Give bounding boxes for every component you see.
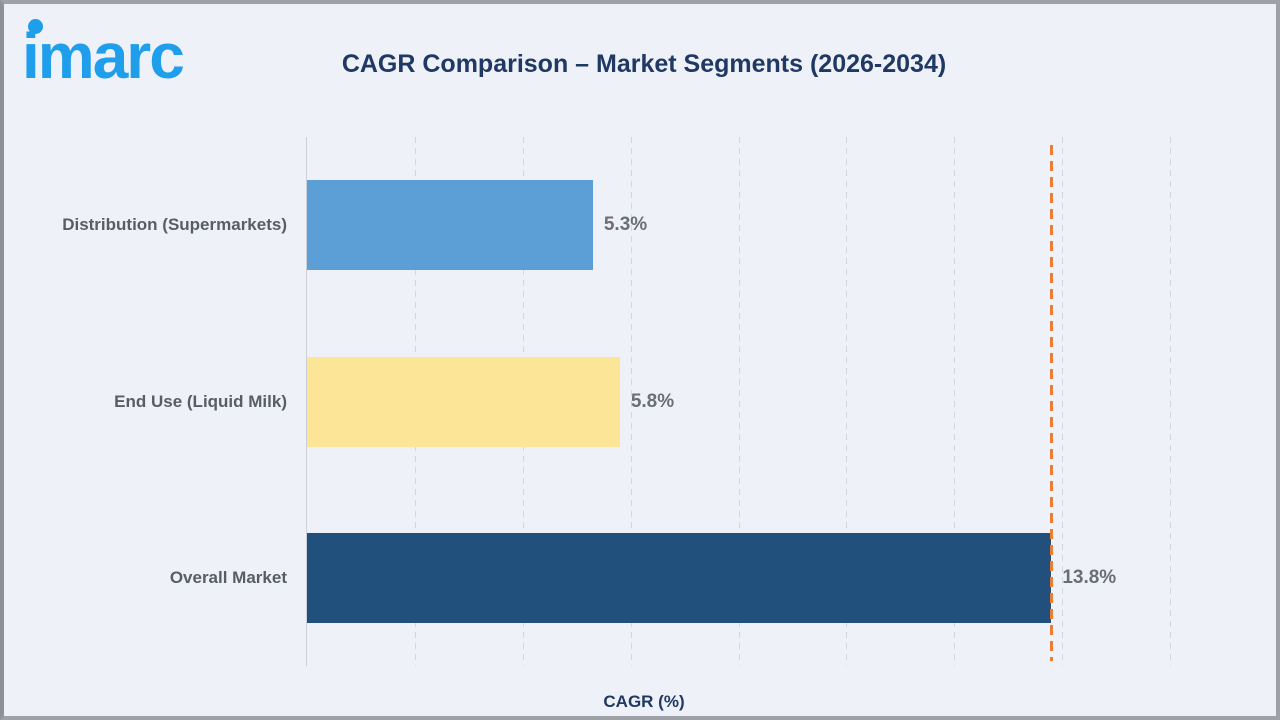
value-label: 13.8% bbox=[1062, 566, 1117, 588]
x-axis-title: CAGR (%) bbox=[603, 692, 685, 711]
gridline bbox=[1062, 137, 1064, 666]
value-label: 5.3% bbox=[603, 214, 648, 236]
chart-title: CAGR Comparison – Market Segments (2026-… bbox=[341, 50, 947, 78]
bar bbox=[307, 356, 620, 447]
gridline bbox=[738, 137, 740, 666]
category-axis: Distribution (Supermarkets) End Use (Liqu… bbox=[4, 137, 287, 666]
category-label: End Use (Liquid Milk) bbox=[114, 391, 287, 411]
gridline bbox=[846, 137, 848, 666]
plot-area: 5.3% 5.8% 13.8% bbox=[306, 137, 1171, 666]
reference-line bbox=[1050, 145, 1054, 661]
bar bbox=[307, 532, 1052, 623]
value-label: 5.8% bbox=[630, 390, 675, 412]
category-label: Overall Market bbox=[169, 567, 287, 587]
bar bbox=[307, 180, 593, 271]
category-label: Distribution (Supermarkets) bbox=[62, 215, 287, 235]
logo-dot-icon bbox=[28, 19, 43, 34]
gridline bbox=[954, 137, 956, 666]
gridline bbox=[630, 137, 632, 666]
logo-text: imarc bbox=[22, 20, 185, 92]
gridline bbox=[1170, 137, 1171, 666]
